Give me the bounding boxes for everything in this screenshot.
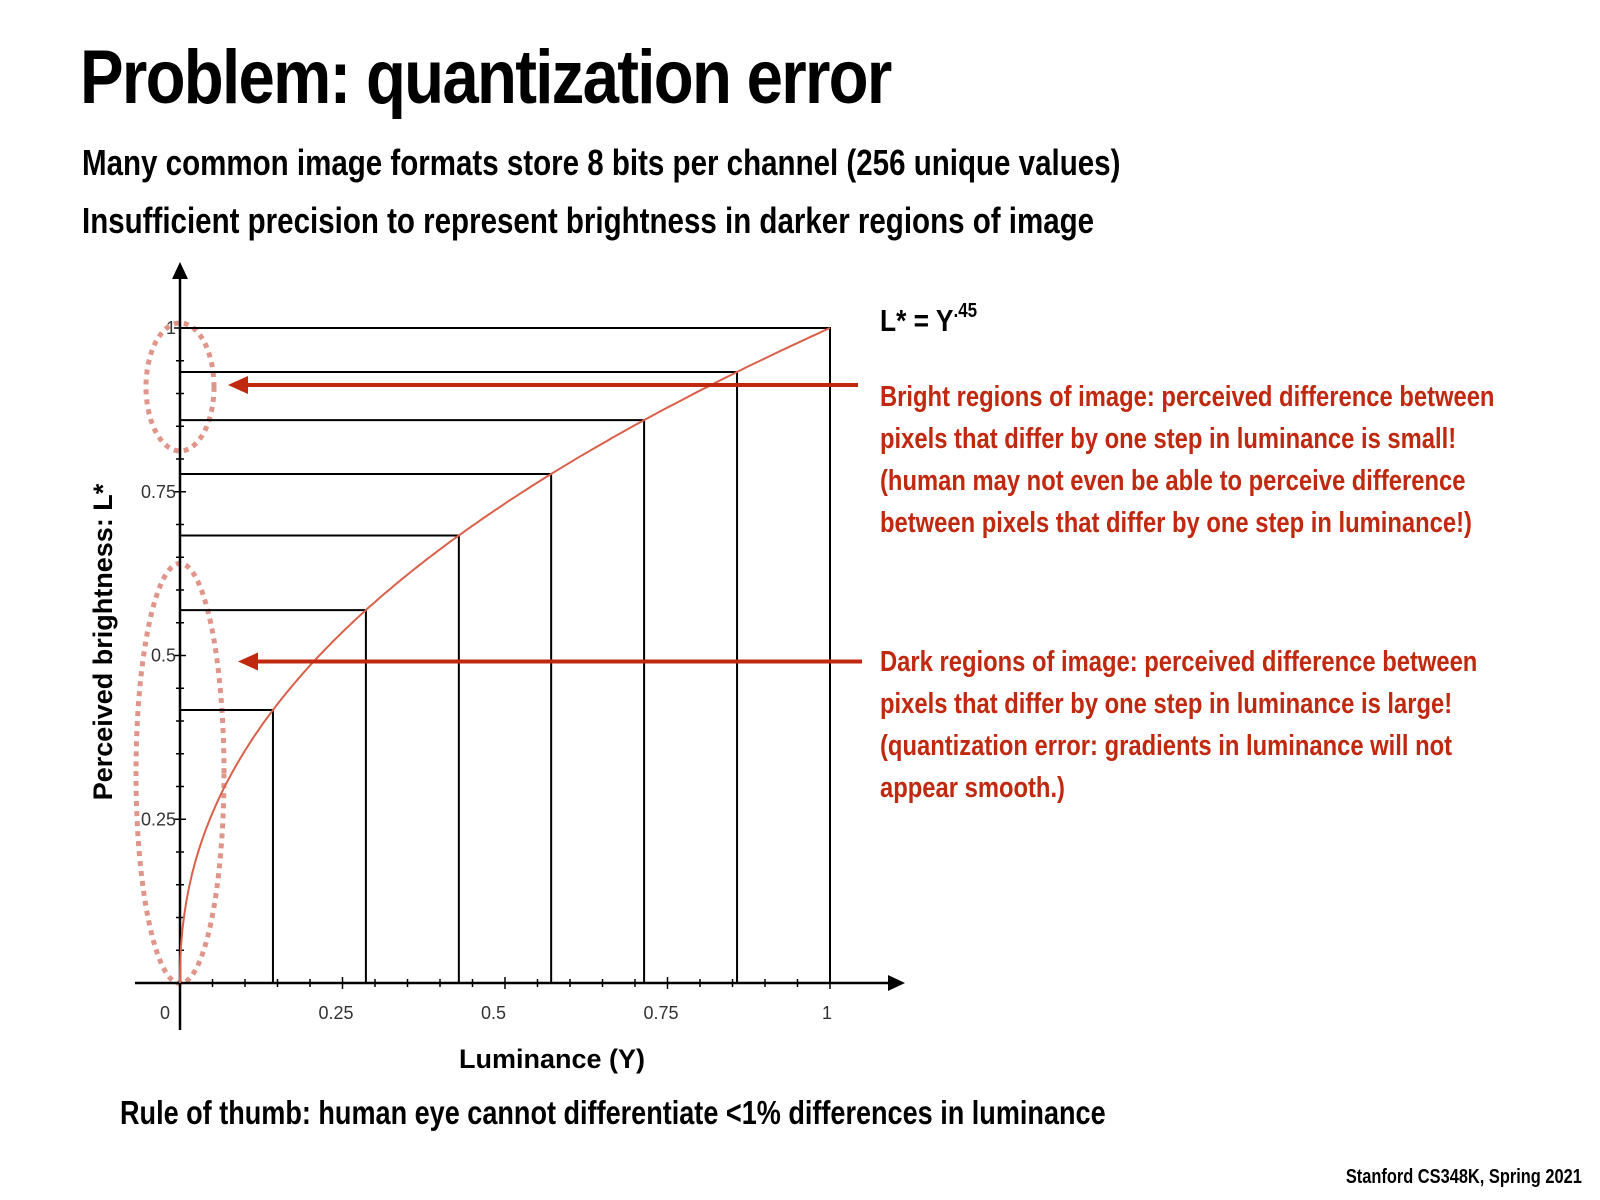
dark-note-line: Dark regions of image: perceived differe… — [880, 646, 1478, 678]
y-tick-label: 1 — [166, 318, 176, 338]
quantization-step-line — [180, 419, 646, 983]
x-tick-label: 0.25 — [319, 1003, 354, 1023]
formula-label: L* = Y.45 — [880, 300, 977, 339]
bright-arrow-head — [228, 375, 248, 394]
dark-arrow-head — [238, 652, 258, 671]
dark-note-line: appear smooth.) — [880, 772, 1065, 804]
x-axis-arrowhead — [888, 975, 905, 991]
subtitle-line-1: Many common image formats store 8 bits p… — [82, 142, 1121, 183]
bright-note-line: pixels that differ by one step in lumina… — [880, 423, 1457, 455]
quantization-step-line — [180, 327, 831, 983]
bright-note-line: between pixels that differ by one step i… — [880, 507, 1472, 539]
x-tick-label: 0.5 — [481, 1003, 506, 1023]
y-tick-label: 0.5 — [151, 646, 176, 666]
y-tick-label: 0.75 — [141, 482, 176, 502]
formula-base: L* = Y — [880, 303, 954, 338]
bright-note-line: Bright regions of image: perceived diffe… — [880, 381, 1495, 413]
x-axis-title: Luminance (Y) — [459, 1044, 645, 1074]
quantization-step-line — [180, 709, 274, 983]
subtitle-line-2: Insufficient precision to represent brig… — [82, 200, 1095, 241]
y-tick-label: 0.25 — [141, 809, 176, 829]
x-tick-label: 0.75 — [644, 1003, 679, 1023]
dark-note-line: (quantization error: gradients in lumina… — [880, 730, 1453, 762]
dark-region-note: Dark regions of image: perceived differe… — [880, 641, 1552, 809]
dark-note-line: pixels that differ by one step in lumina… — [880, 688, 1453, 720]
bright-region-note: Bright regions of image: perceived diffe… — [880, 376, 1552, 544]
x-tick-label: 1 — [822, 1003, 832, 1023]
brightness-curve — [179, 327, 831, 983]
x-tick-label: 0 — [160, 1003, 170, 1023]
y-axis-title: Perceived brightness: L* — [88, 483, 118, 800]
footer-credit: Stanford CS348K, Spring 2021 — [1345, 1166, 1582, 1188]
bright-note-line: (human may not even be able to perceive … — [880, 465, 1466, 497]
y-axis-arrowhead — [172, 262, 188, 279]
rule-of-thumb: Rule of thumb: human eye cannot differen… — [120, 1094, 1106, 1131]
bright-region-ellipse — [143, 320, 217, 454]
formula-exponent: .45 — [953, 300, 978, 322]
slide-title: Problem: quantization error — [80, 35, 892, 120]
